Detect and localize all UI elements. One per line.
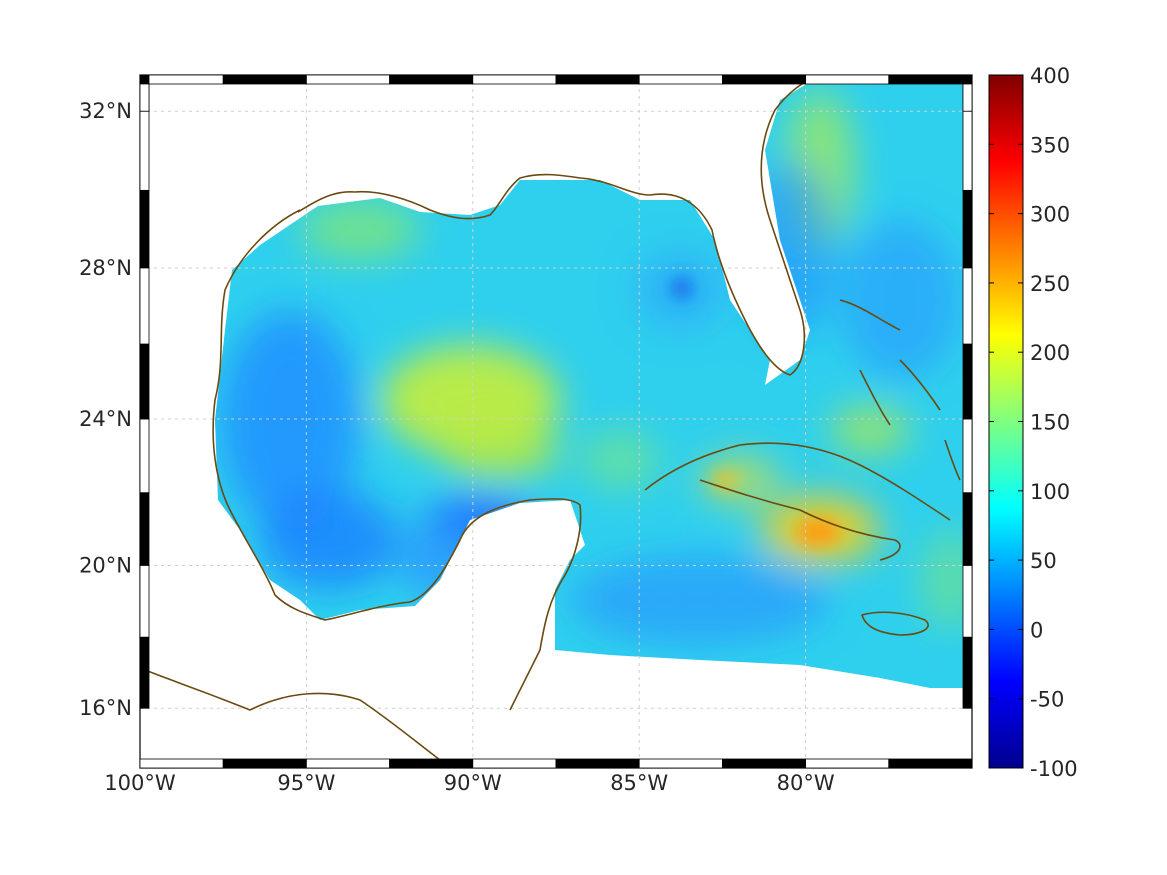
frame-segment-bottom [389, 758, 474, 769]
frame-segment-bottom [222, 758, 307, 769]
colorbar-tick-label: 250 [1030, 272, 1070, 296]
frame-segment-left [139, 492, 150, 566]
lat-tick-label: 32°N [79, 99, 132, 123]
colorbar [988, 74, 1024, 769]
frame-segment-bottom [888, 758, 973, 769]
frame-segment-top [722, 74, 807, 85]
frame-segment-right [962, 110, 973, 191]
colorbar-tick-label: 400 [1030, 64, 1070, 88]
lon-tick-label: 100°W [104, 771, 176, 795]
colorbar-tick-label: -100 [1030, 757, 1078, 781]
frame-segment-left [139, 418, 150, 494]
lat-tick-label: 24°N [79, 407, 132, 431]
frame-segment-right [962, 267, 973, 345]
lon-tick-label: 80°W [777, 771, 835, 795]
colorbar-tick-label: 100 [1030, 480, 1070, 504]
frame-segment-bottom [139, 758, 224, 769]
coastline [139, 75, 961, 761]
longitude-labels: 100°W 95°W 90°W 85°W 80°W [104, 771, 835, 795]
lon-tick-label: 95°W [277, 771, 335, 795]
colorbar-tick-label: 150 [1030, 411, 1070, 435]
lat-tick-label: 28°N [79, 256, 132, 280]
frame-segment-top [472, 74, 557, 85]
frame-segment-bottom [555, 758, 640, 769]
frame-segment-top [805, 74, 890, 85]
frame-segment-left [139, 343, 150, 420]
gridlines [139, 75, 972, 768]
data-field [215, 82, 965, 688]
frame-segment-top [638, 74, 723, 85]
lon-tick-label: 85°W [610, 771, 668, 795]
colorbar-tick-label: 0 [1030, 618, 1043, 642]
frame-segment-left [139, 83, 150, 112]
frame-segment-bottom [805, 758, 890, 769]
colorbar-tick-label: 200 [1030, 341, 1070, 365]
frame-checker [139, 74, 973, 769]
frame-segment-right [962, 565, 973, 638]
frame-segment-right [962, 83, 973, 112]
frame-segment-top [222, 74, 307, 85]
colorbar-tick-label: 300 [1030, 203, 1070, 227]
frame-segment-right [962, 343, 973, 420]
frame-segment-right [962, 492, 973, 566]
frame-segment-top [888, 74, 973, 85]
latitude-labels: 16°N 20°N 24°N 28°N 32°N [79, 99, 132, 720]
frame-segment-left [139, 110, 150, 191]
frame-segment-right [962, 636, 973, 709]
lon-tick-label: 90°W [444, 771, 502, 795]
frame-segment-left [139, 267, 150, 345]
frame-segment-top [555, 74, 640, 85]
frame-segment-top [389, 74, 474, 85]
colorbar-ticks: 400 350 300 250 200 150 100 50 0 -50 -100 [989, 64, 1078, 781]
frame-segment-top [305, 74, 390, 85]
lat-tick-label: 20°N [79, 553, 132, 577]
frame-segment-bottom [722, 758, 807, 769]
frame-segment-right [962, 189, 973, 269]
frame-segment-left [139, 189, 150, 269]
frame-segment-left [139, 565, 150, 638]
colorbar-tick-label: -50 [1030, 688, 1064, 712]
frame-segment-top [139, 74, 224, 85]
colorbar-tick-label: 50 [1030, 549, 1057, 573]
frame-segment-left [139, 636, 150, 709]
colorbar-tick-label: 350 [1030, 133, 1070, 157]
frame-segment-right [962, 418, 973, 494]
frame-segment-bottom [472, 758, 557, 769]
frame-segment-bottom [638, 758, 723, 769]
lat-tick-label: 16°N [79, 696, 132, 720]
frame-segment-bottom [305, 758, 390, 769]
